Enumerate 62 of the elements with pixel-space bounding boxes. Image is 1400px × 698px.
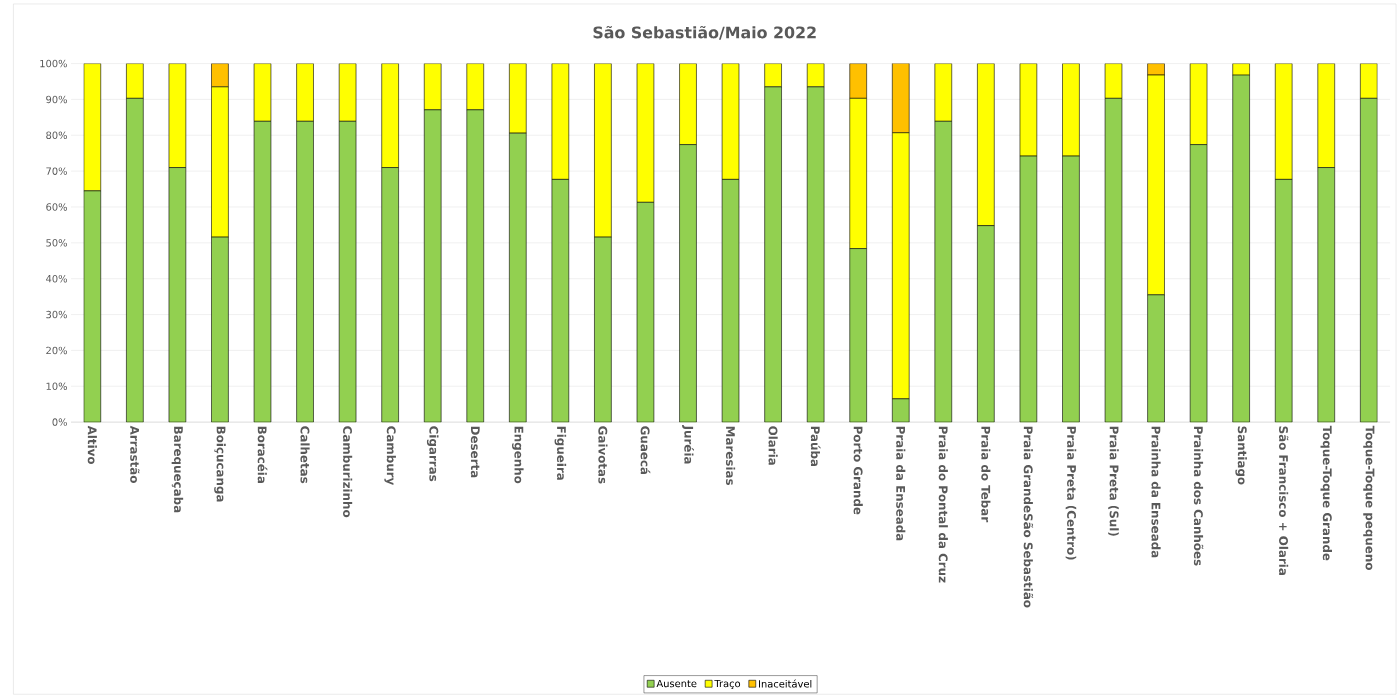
bar [211, 236, 229, 422]
legend-label: Traço [714, 679, 741, 689]
x-tick-label: Engenho [512, 426, 524, 484]
x-tick-label: Camburizinho [343, 426, 353, 518]
x-tick-label: Olaria [768, 426, 778, 465]
bar [509, 132, 527, 422]
x-tick-label: Guaecá [640, 426, 651, 474]
x-tick-label: Praia da Enseada [896, 426, 906, 541]
x-tick-label: Praia Preta (Sul) [1108, 426, 1119, 536]
x-tick-label: Praia do Tebar [981, 426, 991, 522]
x-tick-label: Praia GrandeSão Sebastião [1023, 426, 1034, 608]
bar [594, 236, 612, 422]
y-tick-label: 90% [46, 95, 67, 104]
x-tick-label: Cambury [384, 426, 396, 485]
bar [126, 97, 144, 422]
x-tick-label: Santiago [1235, 426, 1247, 485]
y-tick-label: 20% [46, 346, 67, 355]
legend-label: Inaceitável [759, 679, 812, 688]
x-tick-label: Maresias [725, 426, 736, 485]
chart-title: São Sebastião/Maio 2022 [593, 25, 816, 40]
bar [381, 167, 399, 422]
y-tick-label: 100% [40, 59, 67, 68]
bar [296, 120, 314, 422]
y-tick-label: 30% [46, 310, 67, 319]
bar [764, 86, 782, 422]
bar [977, 225, 995, 422]
x-tick-label: Gaivotas [598, 426, 608, 484]
x-tick-label: Altivo [87, 425, 97, 464]
bar [1147, 294, 1165, 422]
y-tick-label: 80% [46, 131, 67, 139]
bar [1232, 74, 1250, 422]
x-tick-label: Prainha da Enseada [1151, 426, 1161, 558]
x-tick-label: Deserta [470, 426, 480, 478]
x-tick-label: Toque-Toque Grande [1320, 425, 1332, 561]
bar [1360, 97, 1378, 422]
y-tick-label: 0% [52, 418, 67, 426]
x-tick-label: São Francisco + Olaria [1278, 426, 1289, 575]
y-tick-label: 70% [46, 167, 67, 175]
x-tick-label: Figueira [554, 426, 567, 480]
bar [1317, 167, 1335, 422]
x-tick-label: Calhetas [300, 426, 310, 483]
x-tick-label: Barequeçaba [171, 426, 184, 513]
y-tick-label: 40% [46, 274, 67, 283]
y-tick-label: 50% [46, 238, 67, 247]
x-tick-label: Prainha dos Canhões [1193, 426, 1204, 566]
bar [1062, 155, 1080, 422]
x-tick-label: Arrastão [130, 425, 140, 483]
bar [679, 144, 697, 422]
bar [849, 248, 867, 422]
x-tick-label: Toque-Toque pequeno [1363, 425, 1375, 570]
y-tick-label: 60% [46, 203, 67, 211]
x-tick-label: Cigarras [426, 426, 439, 482]
x-tick-label: Juréia [682, 424, 694, 464]
y-tick-label: 10% [46, 382, 67, 390]
x-tick-label: Paúba [810, 426, 821, 466]
x-tick-label: Porto Grande [853, 426, 863, 515]
bar [466, 109, 484, 422]
legend-label: Ausente [656, 679, 697, 688]
x-tick-label: Boracéia [257, 426, 268, 483]
x-tick-label: Boiçucanga [214, 426, 226, 502]
x-tick-label: Praia do Pontal da Cruz [938, 426, 948, 583]
x-tick-label: Praia Preta (Centro) [1065, 426, 1077, 560]
